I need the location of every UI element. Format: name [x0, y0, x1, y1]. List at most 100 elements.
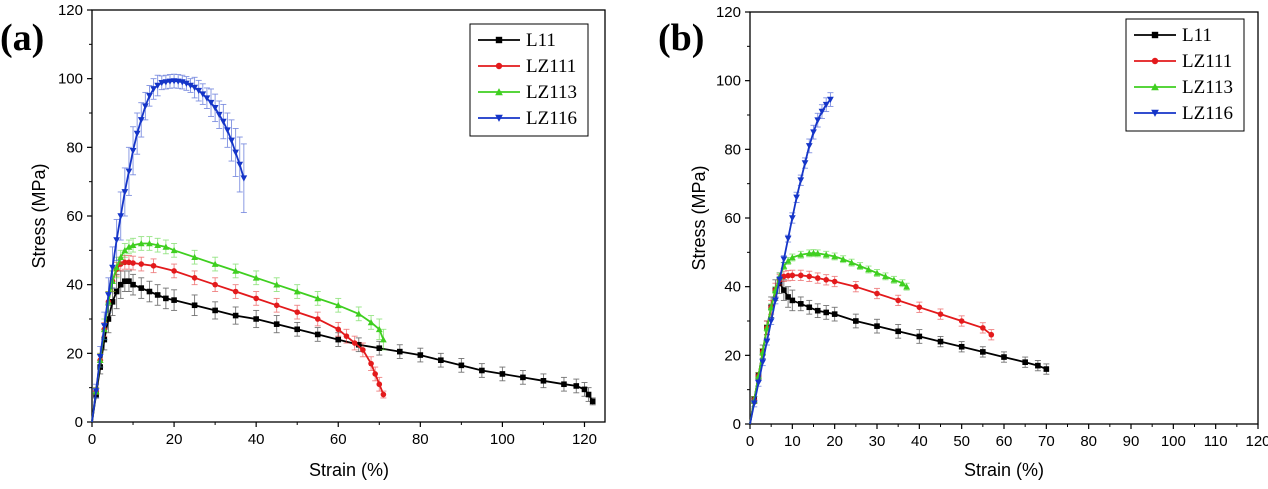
data-point: [805, 143, 813, 150]
y-tick-label: 20: [724, 347, 741, 364]
data-point: [334, 301, 342, 309]
error-bars-l11: [751, 272, 1050, 404]
data-point: [831, 278, 838, 285]
data-point: [314, 295, 322, 302]
y-tick-label: 100: [58, 71, 83, 88]
data-point: [154, 241, 162, 248]
y-tick-label: 40: [724, 279, 741, 296]
data-point: [232, 312, 239, 319]
data-point: [121, 189, 129, 196]
data-point: [130, 260, 136, 266]
legend-marker: [1151, 109, 1159, 117]
data-point: [273, 321, 280, 327]
data-point: [137, 117, 145, 124]
data-point: [343, 333, 350, 339]
x-tick-label: 60: [330, 431, 347, 448]
y-axis-title: Stress (MPa): [29, 163, 49, 268]
data-point: [150, 86, 157, 93]
data-point: [360, 347, 366, 353]
data-point: [253, 295, 259, 302]
x-tick-label: 120: [1245, 433, 1268, 450]
data-point: [199, 91, 207, 98]
x-tick-label: 40: [248, 431, 265, 448]
data-point: [882, 273, 889, 280]
data-point: [351, 340, 358, 346]
data-point: [293, 288, 301, 295]
data-point: [801, 160, 809, 167]
legend-label: LZ116: [1182, 103, 1233, 124]
legend-marker: [495, 36, 503, 44]
series-lz113: [91, 236, 387, 423]
data-point: [146, 93, 153, 100]
chart-panel-a: 0 20 40 60 80 100 120 0 20 40 60 80 100 120 Strain (%)…: [0, 2, 606, 480]
series-line-lz116: [91, 80, 245, 423]
x-tick-label: 10: [784, 433, 801, 450]
legend-label: LZ113: [1182, 77, 1233, 98]
data-point: [822, 251, 830, 258]
data-point: [980, 349, 986, 355]
data-point: [117, 253, 125, 260]
data-point: [368, 360, 374, 367]
data-point: [207, 99, 215, 107]
data-point: [755, 380, 762, 387]
data-point: [958, 343, 965, 350]
data-point: [158, 79, 166, 87]
x-tick-label: 20: [166, 431, 183, 448]
data-point: [520, 374, 526, 381]
data-point: [780, 256, 788, 263]
x-tick-label: 110: [1204, 433, 1228, 450]
y-tick-label: 0: [733, 416, 741, 433]
series-lz116: [749, 92, 834, 425]
data-point: [133, 130, 141, 137]
y-tick-label: 40: [66, 277, 83, 294]
data-point: [479, 367, 485, 374]
legend: L11 LZ111 LZ113 LZ116: [1125, 18, 1245, 132]
data-point: [874, 290, 880, 297]
data-point: [988, 331, 995, 338]
data-point: [138, 261, 145, 267]
data-point: [294, 309, 301, 315]
data-point: [314, 316, 321, 322]
x-tick-label: 0: [746, 433, 754, 450]
data-point: [117, 213, 125, 220]
x-tick-label: 50: [953, 433, 970, 450]
data-point: [750, 400, 758, 407]
data-point: [814, 307, 821, 314]
data-point: [191, 275, 198, 281]
data-point: [397, 348, 403, 355]
data-point: [1035, 362, 1041, 369]
data-point: [561, 381, 567, 388]
data-point: [788, 254, 796, 261]
data-point: [763, 338, 771, 345]
data-point: [100, 323, 108, 330]
data-point: [798, 301, 804, 307]
data-point: [109, 299, 116, 305]
data-point: [163, 295, 169, 302]
data-point: [335, 326, 342, 333]
data-point: [154, 82, 162, 89]
data-point: [375, 325, 383, 333]
data-point: [1022, 359, 1028, 365]
x-tick-label: 30: [869, 433, 886, 450]
y-tick-label: 0: [75, 414, 83, 431]
legend-marker: [1151, 83, 1159, 91]
data-point: [129, 147, 137, 155]
data-point: [895, 297, 901, 304]
data-point: [212, 281, 218, 288]
data-point: [958, 318, 965, 324]
data-point: [154, 292, 161, 298]
data-point: [335, 336, 342, 343]
data-point: [105, 292, 112, 299]
x-tick-label: 80: [1080, 433, 1097, 450]
data-point: [540, 378, 547, 384]
data-point: [212, 307, 218, 314]
series-l11: [91, 270, 596, 423]
data-point: [831, 311, 838, 317]
data-point: [793, 194, 800, 201]
data-point: [814, 275, 821, 281]
data-point: [105, 316, 112, 322]
data-point: [573, 383, 580, 389]
data-point: [937, 338, 944, 345]
data-point: [191, 253, 198, 260]
data-point: [232, 267, 239, 274]
